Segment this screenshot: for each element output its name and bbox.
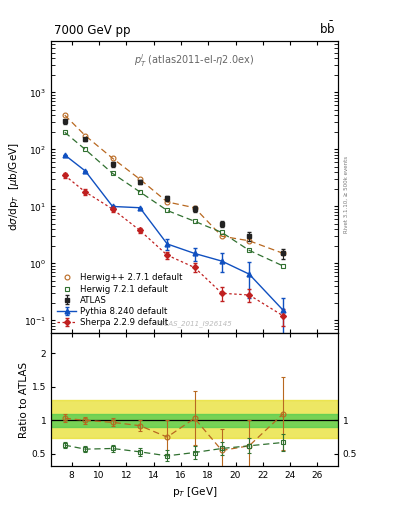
Herwig 7.2.1 default — [138, 189, 142, 195]
Herwig 7.2.1 default — [220, 229, 224, 236]
X-axis label: p$_T$ [GeV]: p$_T$ [GeV] — [172, 485, 217, 499]
Legend: Herwig++ 2.7.1 default, Herwig 7.2.1 default, ATLAS, Pythia 8.240 default, Sherp: Herwig++ 2.7.1 default, Herwig 7.2.1 def… — [55, 272, 184, 329]
Bar — [51, 400, 338, 438]
Herwig++ 2.7.1 default — [165, 199, 169, 205]
Text: $p_T^l$ (atlas2011-el-$\eta$2.0ex): $p_T^l$ (atlas2011-el-$\eta$2.0ex) — [134, 53, 255, 70]
Y-axis label: Ratio to ATLAS: Ratio to ATLAS — [19, 361, 29, 438]
Herwig 7.2.1 default — [83, 146, 88, 153]
Herwig++ 2.7.1 default — [247, 238, 252, 244]
Herwig 7.2.1 default — [110, 170, 115, 177]
Text: Rivet 3.1.10, ≥ 500k events: Rivet 3.1.10, ≥ 500k events — [344, 156, 349, 233]
Herwig++ 2.7.1 default — [110, 155, 115, 161]
Bar — [51, 414, 338, 427]
Herwig 7.2.1 default — [62, 129, 67, 135]
Herwig 7.2.1 default — [247, 247, 252, 253]
Line: Herwig 7.2.1 default: Herwig 7.2.1 default — [62, 130, 286, 268]
Herwig++ 2.7.1 default — [83, 133, 88, 139]
Herwig++ 2.7.1 default — [281, 250, 286, 257]
Text: b$\bar{\rm b}$: b$\bar{\rm b}$ — [319, 20, 335, 36]
Herwig 7.2.1 default — [192, 218, 197, 224]
Line: Herwig++ 2.7.1 default: Herwig++ 2.7.1 default — [62, 113, 286, 256]
Text: 7000 GeV pp: 7000 GeV pp — [54, 24, 130, 36]
Herwig++ 2.7.1 default — [220, 233, 224, 239]
Herwig 7.2.1 default — [165, 207, 169, 214]
Herwig++ 2.7.1 default — [62, 112, 67, 118]
Text: ATLAS_2011_I926145: ATLAS_2011_I926145 — [157, 321, 232, 327]
Herwig 7.2.1 default — [281, 263, 286, 269]
Herwig++ 2.7.1 default — [192, 205, 197, 211]
Y-axis label: d$\sigma$/dp$_T$  [$\mu$b/GeV]: d$\sigma$/dp$_T$ [$\mu$b/GeV] — [7, 143, 21, 231]
Herwig++ 2.7.1 default — [138, 176, 142, 182]
